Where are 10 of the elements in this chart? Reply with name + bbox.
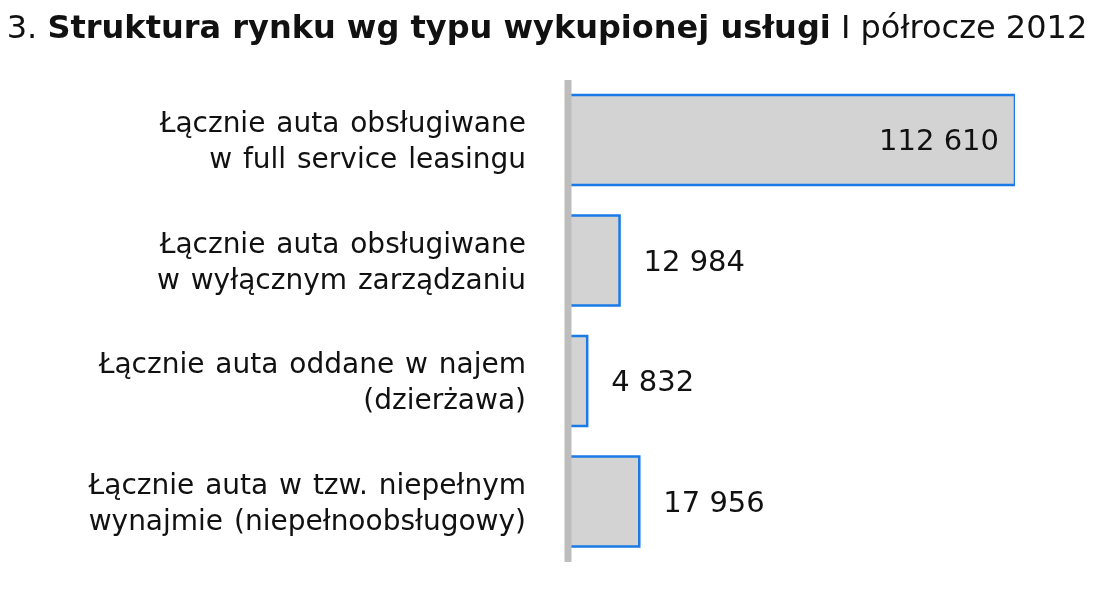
data-label: 12 984 xyxy=(643,243,746,278)
chart-title: 3. Struktura rynku wg typu wykupionej usługi xyxy=(6,8,831,46)
y-tick-label: Łącznie auta oddane w najem (dzierżawa) xyxy=(97,346,526,416)
chart-subtitle: I półrocze 2012 xyxy=(839,8,1088,46)
data-label: 4 832 xyxy=(611,364,695,398)
y-tick-label: Łącznie auta obsługiwane w full service leasingu xyxy=(158,105,526,175)
data-label: 112 610 xyxy=(879,123,999,157)
data-label: 17 956 xyxy=(663,484,765,519)
y-tick-label: Łącznie auta w tzw. niepełnym wynajmie (niepełnoobsługowy) xyxy=(87,467,526,537)
y-tick-label: Łącznie auta obsługiwane w wyłącznym zarządzaniu xyxy=(156,226,526,296)
